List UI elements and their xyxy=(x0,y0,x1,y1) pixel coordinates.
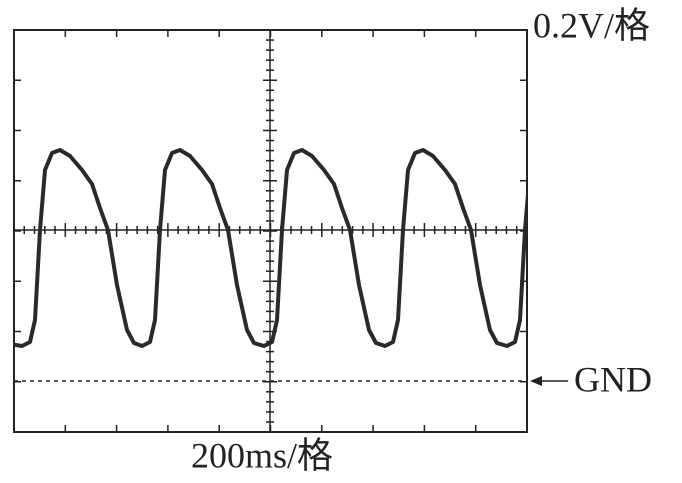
volts-per-div-label: 0.2V/格 xyxy=(533,5,650,45)
graticule xyxy=(14,30,527,432)
ground-arrow-head xyxy=(530,376,542,386)
ground-label: GND xyxy=(574,359,652,399)
time-per-div-label: 200ms/格 xyxy=(191,435,333,475)
waveform xyxy=(14,148,527,348)
